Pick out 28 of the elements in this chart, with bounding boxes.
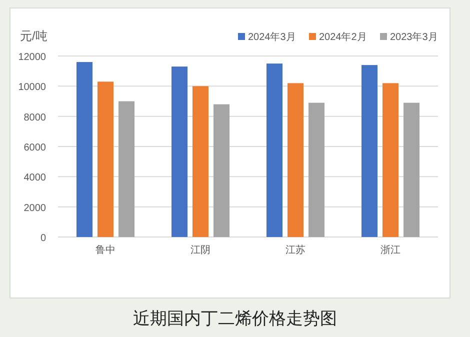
bar	[308, 102, 324, 237]
x-tick-label: 江苏	[286, 244, 306, 256]
x-tick-label: 江阴	[190, 244, 210, 256]
bar	[172, 66, 188, 237]
y-tick-label: 12000	[18, 52, 46, 63]
bar	[288, 83, 304, 237]
y-tick-label: 4000	[24, 172, 46, 184]
bar	[382, 83, 398, 237]
legend-label: 2023年3月	[390, 31, 438, 43]
y-tick-label: 0	[40, 233, 46, 244]
bar	[362, 65, 378, 237]
text: 近期国内丁二烯价格走势图	[133, 309, 337, 328]
y-tick-label: 2000	[24, 202, 46, 214]
y-tick-label: 8000	[24, 112, 46, 124]
y-axis-title: 元/吨	[20, 29, 48, 43]
bar	[76, 62, 92, 237]
x-tick-label: 浙江	[380, 244, 400, 256]
x-tick-label: 鲁中	[96, 244, 116, 256]
bar	[118, 101, 134, 237]
bar	[266, 64, 282, 237]
bar	[404, 102, 420, 237]
y-tick-label: 10000	[18, 82, 46, 94]
bar	[214, 104, 230, 237]
bar	[98, 82, 114, 237]
legend-label: 2024年2月	[319, 31, 367, 43]
y-tick-label: 6000	[24, 142, 46, 154]
legend-label: 2024年3月	[248, 31, 296, 43]
bar	[192, 86, 208, 237]
